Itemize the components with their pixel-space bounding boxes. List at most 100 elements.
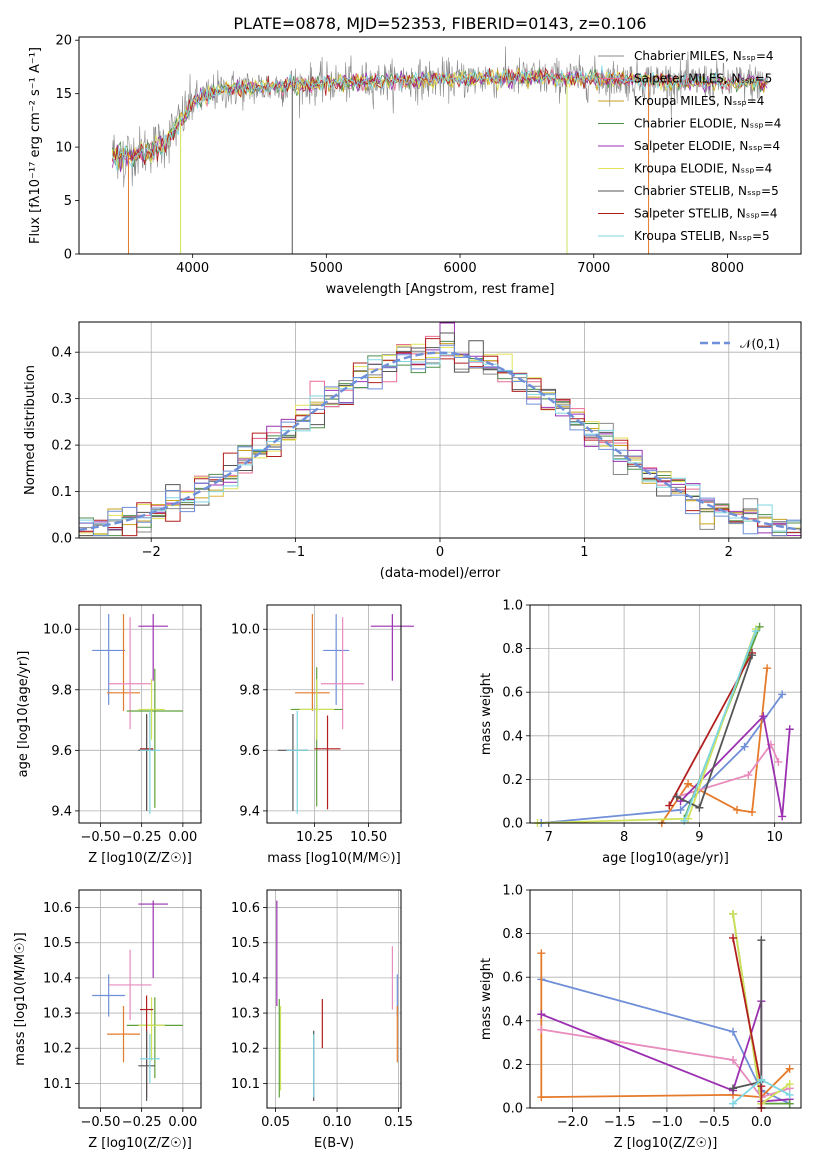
errorbar-point (138, 997, 165, 1061)
histograms (79, 322, 801, 537)
weight-marker (778, 690, 787, 699)
x-tick-label: −0.5 (698, 1115, 730, 1130)
weight-marker (729, 933, 738, 942)
weight-line (683, 630, 757, 822)
weight-marker (785, 1080, 794, 1089)
y-tick-label: 0.0 (502, 817, 523, 832)
weight-marker (665, 801, 674, 810)
y-tick-label: 1.0 (502, 599, 523, 614)
y-tick-label: 0.2 (502, 1058, 523, 1073)
grid-lines (530, 889, 801, 1109)
x-axis-label: age [log10(age/yr)] (602, 851, 729, 866)
x-tick-label: 7000 (577, 261, 610, 276)
x-tick-label: 8000 (711, 261, 744, 276)
y-tick-label: 0.3 (51, 392, 72, 407)
y-tick-label: 20 (55, 34, 72, 49)
y-tick-label: 9.6 (51, 744, 72, 759)
x-tick-label: 10.25 (296, 830, 333, 845)
weight-marker (757, 936, 766, 945)
errorbar-point (108, 617, 152, 730)
y-tick-label: 10 (55, 141, 72, 156)
errorbar-point (370, 614, 414, 681)
errorbar-point (138, 679, 165, 740)
weight-marker (733, 805, 742, 814)
x-tick-label: 0.05 (261, 1115, 290, 1130)
spectrum-model-trace (112, 67, 768, 170)
legend-label: Salpeter STELIB, Nₛₛₚ=4 (634, 207, 778, 221)
weight-marker (537, 1010, 546, 1019)
weight-marker (763, 664, 772, 673)
y-tick-label: 5 (64, 194, 72, 209)
y-axis-label: age [log10(age/yr)] (16, 651, 31, 778)
axes-frame (266, 889, 402, 1109)
weight-marker (751, 627, 760, 636)
panel-mass-vs-metallicity: −0.50 −0.25 0.00 10.1 10.2 10.3 10.4 10.5 10.6 Z … (13, 889, 202, 1151)
weight-marker (537, 1025, 546, 1034)
errorbar-point (107, 1006, 140, 1063)
y-tick-label: 9.4 (239, 804, 260, 819)
weight-marker (537, 949, 546, 958)
x-axis-label: (data-model)/error (380, 566, 501, 581)
weight-line (541, 978, 791, 1105)
y-tick-label: 15 (55, 87, 72, 102)
errorbar-point (108, 949, 152, 1021)
weight-marker (676, 805, 685, 814)
errorbar-point (286, 710, 309, 814)
weight-marker (785, 1090, 794, 1099)
legend-label: Chabrier ELODIE, Nₛₛₚ=4 (634, 117, 781, 131)
x-tick-label: 0 (436, 545, 444, 560)
x-tick-label: 10.50 (350, 830, 387, 845)
y-axis-label: mass weight (479, 958, 494, 1040)
x-tick-label: 1 (580, 545, 588, 560)
y-tick-label: 0.4 (51, 346, 72, 361)
errorbar-point (126, 668, 183, 808)
y-axis-label: mass weight (479, 673, 494, 755)
y-tick-label: 0.2 (51, 439, 72, 454)
errorbar-point (277, 714, 309, 811)
panel-massweight-vs-age: 7 8 9 10 0.0 0.2 0.4 0.6 0.8 1.0 age [log10(age/yr… (479, 599, 802, 866)
x-tick-label: 0.0 (751, 1115, 772, 1130)
y-tick-label: 9.8 (51, 683, 72, 698)
y-tick-label: 10.0 (43, 623, 72, 638)
weight-marker (695, 803, 704, 812)
y-tick-label: 10.1 (231, 1077, 260, 1092)
weight-marker (785, 725, 794, 734)
y-tick-label: 10.3 (231, 1007, 260, 1022)
errorbar-point (140, 710, 160, 814)
x-axis-label: E(B-V) (314, 1136, 354, 1151)
weight-marker (729, 1084, 738, 1093)
x-tick-label: 0.10 (323, 1115, 352, 1130)
weight-marker (785, 1064, 794, 1073)
x-tick-label: 0.00 (168, 1115, 197, 1130)
axes-frame (78, 604, 202, 824)
weight-line (540, 953, 791, 1099)
weight-marker (757, 1075, 766, 1084)
y-tick-label: 10.1 (43, 1077, 72, 1092)
y-tick-label: 9.4 (51, 804, 72, 819)
grid-lines (267, 890, 401, 1108)
y-tick-label: 10.6 (231, 901, 260, 916)
y-tick-label: 0.6 (502, 686, 523, 701)
legend-label: Kroupa MILES, Nₛₛₚ=4 (634, 94, 764, 108)
x-tick-label: −0.50 (81, 830, 121, 845)
legend-label: Chabrier MILES, Nₛₛₚ=4 (634, 49, 774, 63)
weight-series (533, 624, 760, 827)
y-tick-label: 10.6 (43, 901, 72, 916)
weight-marker (684, 779, 693, 788)
weight-marker (785, 1099, 794, 1108)
weight-line (676, 742, 780, 798)
y-tick-label: 10.4 (43, 971, 72, 986)
panel-age-vs-mass: 10.25 10.50 9.4 9.6 9.8 10.0 mass [log10(M/M☉)… (231, 604, 414, 866)
x-axis-label: mass [log10(M/M☉)] (267, 851, 400, 866)
axes-frame (78, 321, 802, 539)
x-tick-label: −1 (286, 545, 305, 560)
y-tick-label: 10.5 (43, 936, 72, 951)
legend-label: Kroupa ELODIE, Nₛₛₚ=4 (634, 162, 772, 176)
weight-marker (740, 742, 749, 751)
x-tick-label: −0.50 (81, 1115, 121, 1130)
errorbar-point (140, 1034, 160, 1084)
y-tick-label: 0.2 (502, 773, 523, 788)
errorbar-point (295, 614, 330, 711)
weight-marker (729, 1099, 738, 1108)
